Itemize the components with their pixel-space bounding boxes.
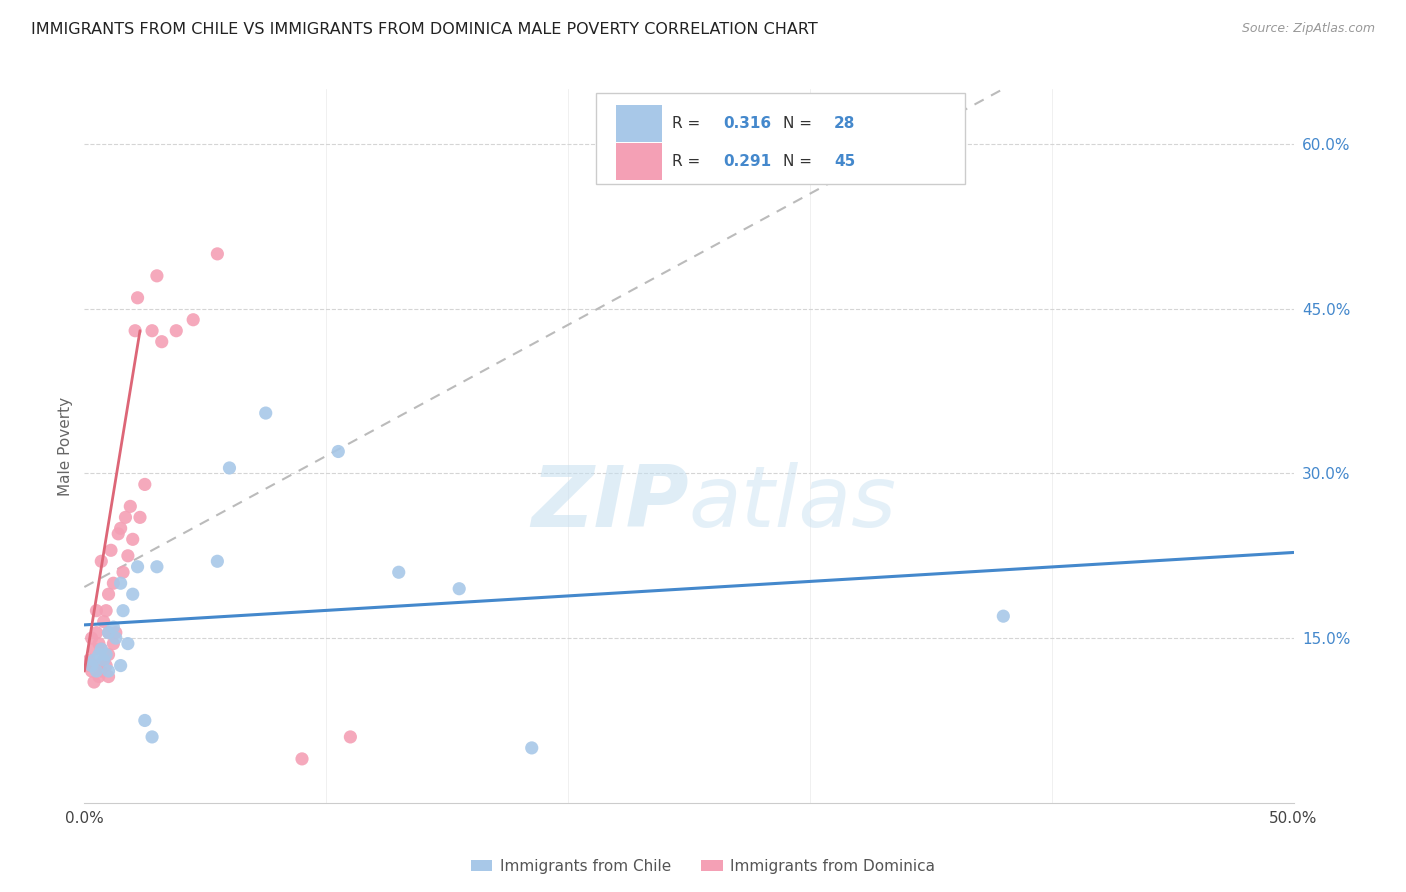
Legend: Immigrants from Chile, Immigrants from Dominica: Immigrants from Chile, Immigrants from D… (464, 853, 942, 880)
Point (388, 566, 411, 580)
Point (87, 669, 110, 683)
Point (110, 576, 132, 591)
Point (181, 312, 204, 326)
Point (97, 625, 120, 640)
Point (146, 559, 169, 574)
Point (80, 631, 103, 645)
Point (103, 620, 125, 634)
Point (80, 664, 103, 678)
Point (86, 625, 108, 640)
Point (97, 587, 120, 601)
Point (165, 324, 187, 338)
Point (114, 510, 136, 524)
Point (97, 625, 120, 640)
Point (207, 554, 229, 568)
Point (120, 500, 142, 514)
Point (117, 549, 139, 563)
Point (104, 631, 127, 645)
Point (141, 730, 163, 744)
Point (291, 752, 314, 766)
Point (117, 637, 139, 651)
FancyBboxPatch shape (616, 105, 662, 142)
Point (103, 576, 125, 591)
Text: N =: N = (783, 116, 817, 131)
Point (150, 334, 173, 349)
FancyBboxPatch shape (616, 143, 662, 180)
Point (218, 461, 240, 475)
Point (97, 669, 120, 683)
Point (107, 526, 129, 541)
Point (94, 604, 117, 618)
Point (110, 658, 132, 673)
Text: R =: R = (672, 116, 706, 131)
Point (90, 554, 112, 568)
Text: 28: 28 (834, 116, 855, 131)
Point (97, 648, 120, 662)
Point (207, 247, 229, 261)
Point (86, 658, 108, 673)
FancyBboxPatch shape (596, 93, 965, 184)
Point (90, 664, 112, 678)
Point (127, 291, 149, 305)
Point (83, 675, 105, 690)
Text: atlas: atlas (689, 461, 897, 545)
Point (77, 653, 100, 667)
Text: 0.316: 0.316 (723, 116, 770, 131)
Point (83, 642, 105, 657)
Point (520, 740, 543, 755)
Point (87, 637, 110, 651)
Point (90, 642, 112, 657)
Point (124, 324, 146, 338)
Text: Source: ZipAtlas.com: Source: ZipAtlas.com (1241, 22, 1375, 36)
Point (112, 566, 135, 580)
Point (134, 714, 156, 728)
Point (94, 648, 117, 662)
Point (94, 658, 117, 673)
Point (129, 510, 152, 524)
Point (103, 637, 125, 651)
Point (339, 730, 361, 744)
Point (328, 444, 350, 458)
Point (97, 664, 120, 678)
Point (90, 642, 112, 657)
Point (104, 625, 127, 640)
Point (93, 615, 115, 629)
Point (87, 648, 110, 662)
Point (121, 587, 143, 601)
Point (86, 664, 108, 678)
Y-axis label: Male Poverty: Male Poverty (58, 396, 73, 496)
Point (254, 406, 277, 420)
Text: 45: 45 (834, 154, 855, 169)
Point (76, 658, 98, 673)
Point (93, 653, 115, 667)
Text: N =: N = (783, 154, 817, 169)
Point (100, 543, 122, 558)
Point (83, 653, 105, 667)
Point (127, 559, 149, 574)
Point (80, 658, 103, 673)
Text: IMMIGRANTS FROM CHILE VS IMMIGRANTS FROM DOMINICA MALE POVERTY CORRELATION CHART: IMMIGRANTS FROM CHILE VS IMMIGRANTS FROM… (31, 22, 818, 37)
Point (141, 324, 163, 338)
Point (86, 604, 108, 618)
Point (449, 582, 471, 596)
Point (134, 477, 156, 491)
Point (121, 533, 143, 547)
Text: ZIP: ZIP (531, 461, 689, 545)
Point (146, 268, 169, 283)
Text: R =: R = (672, 154, 706, 169)
Point (993, 609, 1015, 624)
Text: 0.291: 0.291 (723, 154, 770, 169)
Point (112, 604, 135, 618)
Point (110, 521, 132, 535)
Point (93, 653, 115, 667)
